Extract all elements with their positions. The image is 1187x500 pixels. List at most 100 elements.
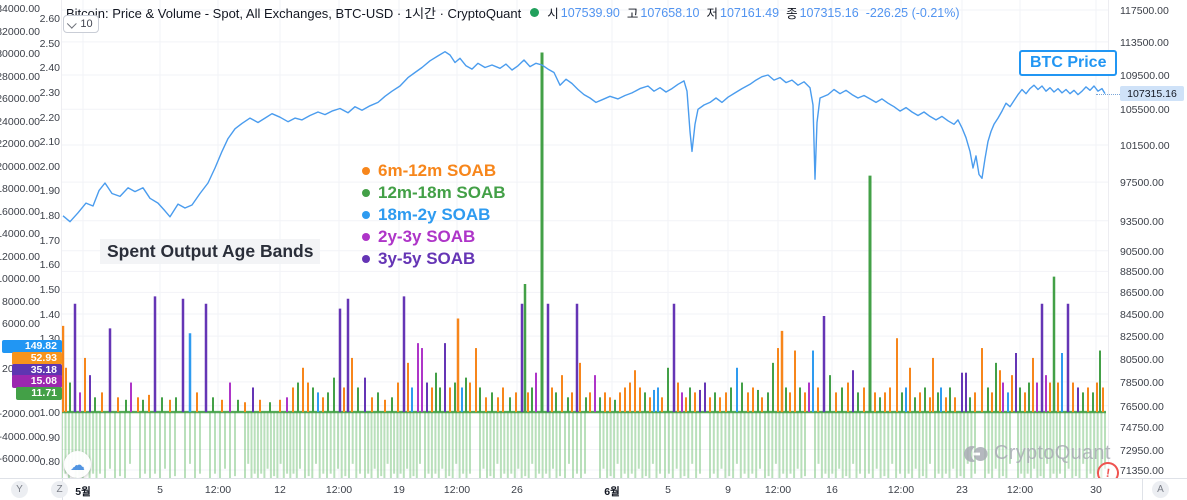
axis-divider-right bbox=[1108, 0, 1109, 478]
time-axis-label: 9 bbox=[725, 484, 731, 496]
legend-label: 18m-2y SOAB bbox=[378, 205, 491, 224]
close-value: 107315.16 bbox=[799, 5, 859, 20]
low-value: 107161.49 bbox=[720, 5, 780, 20]
axis-divider-left bbox=[61, 0, 62, 478]
secondary-axis-tick: 2.40 bbox=[39, 62, 60, 75]
right-axis-tick: 93500.00 bbox=[1120, 215, 1164, 228]
soab-title-label: Spent Output Age Bands bbox=[100, 239, 321, 264]
legend-item-m: 2y-3y SOAB bbox=[362, 226, 506, 248]
interval-dropdown[interactable]: 10 bbox=[63, 15, 99, 33]
right-axis-tick: 84500.00 bbox=[1120, 309, 1164, 322]
chevron-down-icon bbox=[67, 18, 78, 29]
legend-bullet-icon bbox=[362, 211, 370, 219]
secondary-axis-tick: 1.00 bbox=[39, 407, 60, 420]
right-axis-tick: 88500.00 bbox=[1120, 266, 1164, 279]
ohlc-close: 종 107315.16 bbox=[786, 3, 859, 22]
time-axis-label: 12 bbox=[274, 484, 286, 496]
left-outer-axis-tick: -2000.00 bbox=[0, 408, 40, 420]
left-outer-axis-tick: 16000.00 bbox=[0, 205, 40, 218]
axis-toggle-z-button[interactable]: Z bbox=[51, 481, 68, 498]
left-outer-axis-tick: 22000.00 bbox=[0, 138, 40, 150]
left-outer-axis-tick: 14000.00 bbox=[0, 228, 40, 240]
left-outer-axis-tick: 6000.00 bbox=[2, 318, 40, 330]
left-outer-axis-tick: 12000.00 bbox=[0, 250, 40, 263]
right-axis-tick: 113500.00 bbox=[1120, 36, 1169, 49]
legend-bullet-icon bbox=[362, 255, 370, 263]
axis-z-label: Z bbox=[56, 484, 63, 495]
right-axis-tick: 86500.00 bbox=[1120, 287, 1164, 300]
time-axis-label: 12:00 bbox=[325, 484, 353, 496]
axis-a-label: A bbox=[1157, 484, 1164, 495]
time-axis-label: 16 bbox=[826, 484, 838, 496]
time-axis-label: 19 bbox=[393, 484, 405, 496]
legend-label: 6m-12m SOAB bbox=[378, 161, 497, 180]
current-price-badge: 107315.16 bbox=[1120, 86, 1184, 102]
chart-title: Bitcoin: Price & Volume - Spot, All Exch… bbox=[66, 6, 522, 21]
right-axis-tick: 71350.00 bbox=[1120, 465, 1164, 477]
left-outer-axis-tick: 30000.00 bbox=[0, 48, 40, 60]
axis-toggle-a-button[interactable]: A bbox=[1152, 481, 1169, 498]
secondary-axis-tick: 2.30 bbox=[39, 86, 60, 99]
secondary-axis-tick: 2.10 bbox=[39, 136, 60, 149]
right-axis-tick: 78500.00 bbox=[1120, 376, 1164, 389]
right-axis-tick: 80500.00 bbox=[1120, 353, 1164, 366]
time-axis-label: 5 bbox=[665, 484, 671, 496]
left-outer-axis-tick: 34000.00 bbox=[0, 3, 40, 15]
ohlc-high: 고 107658.10 bbox=[627, 3, 700, 22]
series-value-badge: 35.18 bbox=[12, 363, 62, 377]
left-outer-axis-tick: -6000.00 bbox=[0, 453, 40, 465]
left-outer-axis-tick: 26000.00 bbox=[0, 93, 40, 105]
right-axis-tick: 117500.00 bbox=[1120, 5, 1169, 17]
legend-bullet-icon bbox=[362, 189, 370, 197]
right-axis-tick: 82500.00 bbox=[1120, 331, 1164, 344]
left-outer-axis-tick: 10000.00 bbox=[0, 273, 40, 285]
btc-price-line bbox=[62, 51, 1106, 223]
watermark-text: CryptoQuant bbox=[994, 442, 1111, 464]
secondary-axis-tick: 0.80 bbox=[39, 456, 60, 469]
legend-item-g: 12m-18m SOAB bbox=[362, 182, 506, 204]
secondary-axis-tick: 1.80 bbox=[39, 210, 60, 223]
soab-legend: 6m-12m SOAB 12m-18m SOAB 18m-2y SOAB 2y-3y … bbox=[362, 160, 506, 270]
legend-label: 12m-18m SOAB bbox=[378, 183, 506, 202]
secondary-axis-tick: 0.90 bbox=[39, 431, 60, 444]
time-axis-label: 23 bbox=[956, 484, 968, 496]
legend-item-b: 18m-2y SOAB bbox=[362, 204, 506, 226]
secondary-axis-tick: 1.90 bbox=[39, 185, 60, 198]
right-axis-tick: 74750.00 bbox=[1120, 422, 1164, 435]
ohlc-low: 저 107161.49 bbox=[706, 3, 779, 22]
ohlc-open: 시 107539.90 bbox=[547, 3, 620, 22]
right-axis-tick: 105500.00 bbox=[1120, 104, 1170, 117]
time-axis-label: 12:00 bbox=[443, 484, 471, 496]
axis-y-label: Y bbox=[16, 484, 23, 495]
time-axis-label: 5월 bbox=[75, 486, 91, 498]
left-outer-axis-tick: 8000.00 bbox=[2, 295, 40, 308]
series-value-badge: 149.82 bbox=[2, 339, 62, 353]
cloud-upload-button[interactable]: ☁ bbox=[64, 451, 91, 478]
chart-plot-area[interactable] bbox=[0, 0, 1187, 478]
time-axis-label: 12:00 bbox=[887, 484, 915, 496]
legend-label: 2y-3y SOAB bbox=[378, 227, 476, 246]
current-price-leader-line bbox=[1096, 93, 1122, 95]
cryptoquant-watermark: CryptoQuant bbox=[964, 442, 1111, 465]
low-label: 저 bbox=[706, 7, 718, 21]
axis-toggle-y-button[interactable]: Y bbox=[11, 481, 28, 498]
legend-label: 3y-5y SOAB bbox=[378, 249, 476, 268]
change-value: -226.25 (-0.21%) bbox=[865, 5, 960, 20]
interval-value: 10 bbox=[80, 18, 93, 30]
status-dot-icon bbox=[530, 8, 540, 17]
secondary-axis-tick: 1.50 bbox=[39, 283, 60, 296]
secondary-axis-tick: 1.60 bbox=[39, 259, 60, 272]
time-axis-label: 6월 bbox=[604, 486, 620, 498]
right-axis-tick: 90500.00 bbox=[1120, 245, 1164, 258]
secondary-axis-tick: 2.20 bbox=[39, 111, 60, 124]
left-outer-axis-tick: 24000.00 bbox=[0, 115, 40, 128]
secondary-axis-tick: 2.50 bbox=[39, 37, 60, 50]
secondary-axis-tick: 1.70 bbox=[39, 234, 60, 247]
series-value-badge: 52.93 bbox=[12, 351, 62, 365]
high-value: 107658.10 bbox=[640, 5, 700, 20]
time-axis[interactable]: Y Z A 5월 5 12:00 12 12:00 19 12:00 26 6월 5 9 12:00 1… bbox=[0, 478, 1187, 500]
time-axis-label: 12:00 bbox=[764, 484, 792, 496]
time-axis-divider-right bbox=[1142, 479, 1143, 500]
right-axis-tick: 97500.00 bbox=[1120, 177, 1164, 190]
